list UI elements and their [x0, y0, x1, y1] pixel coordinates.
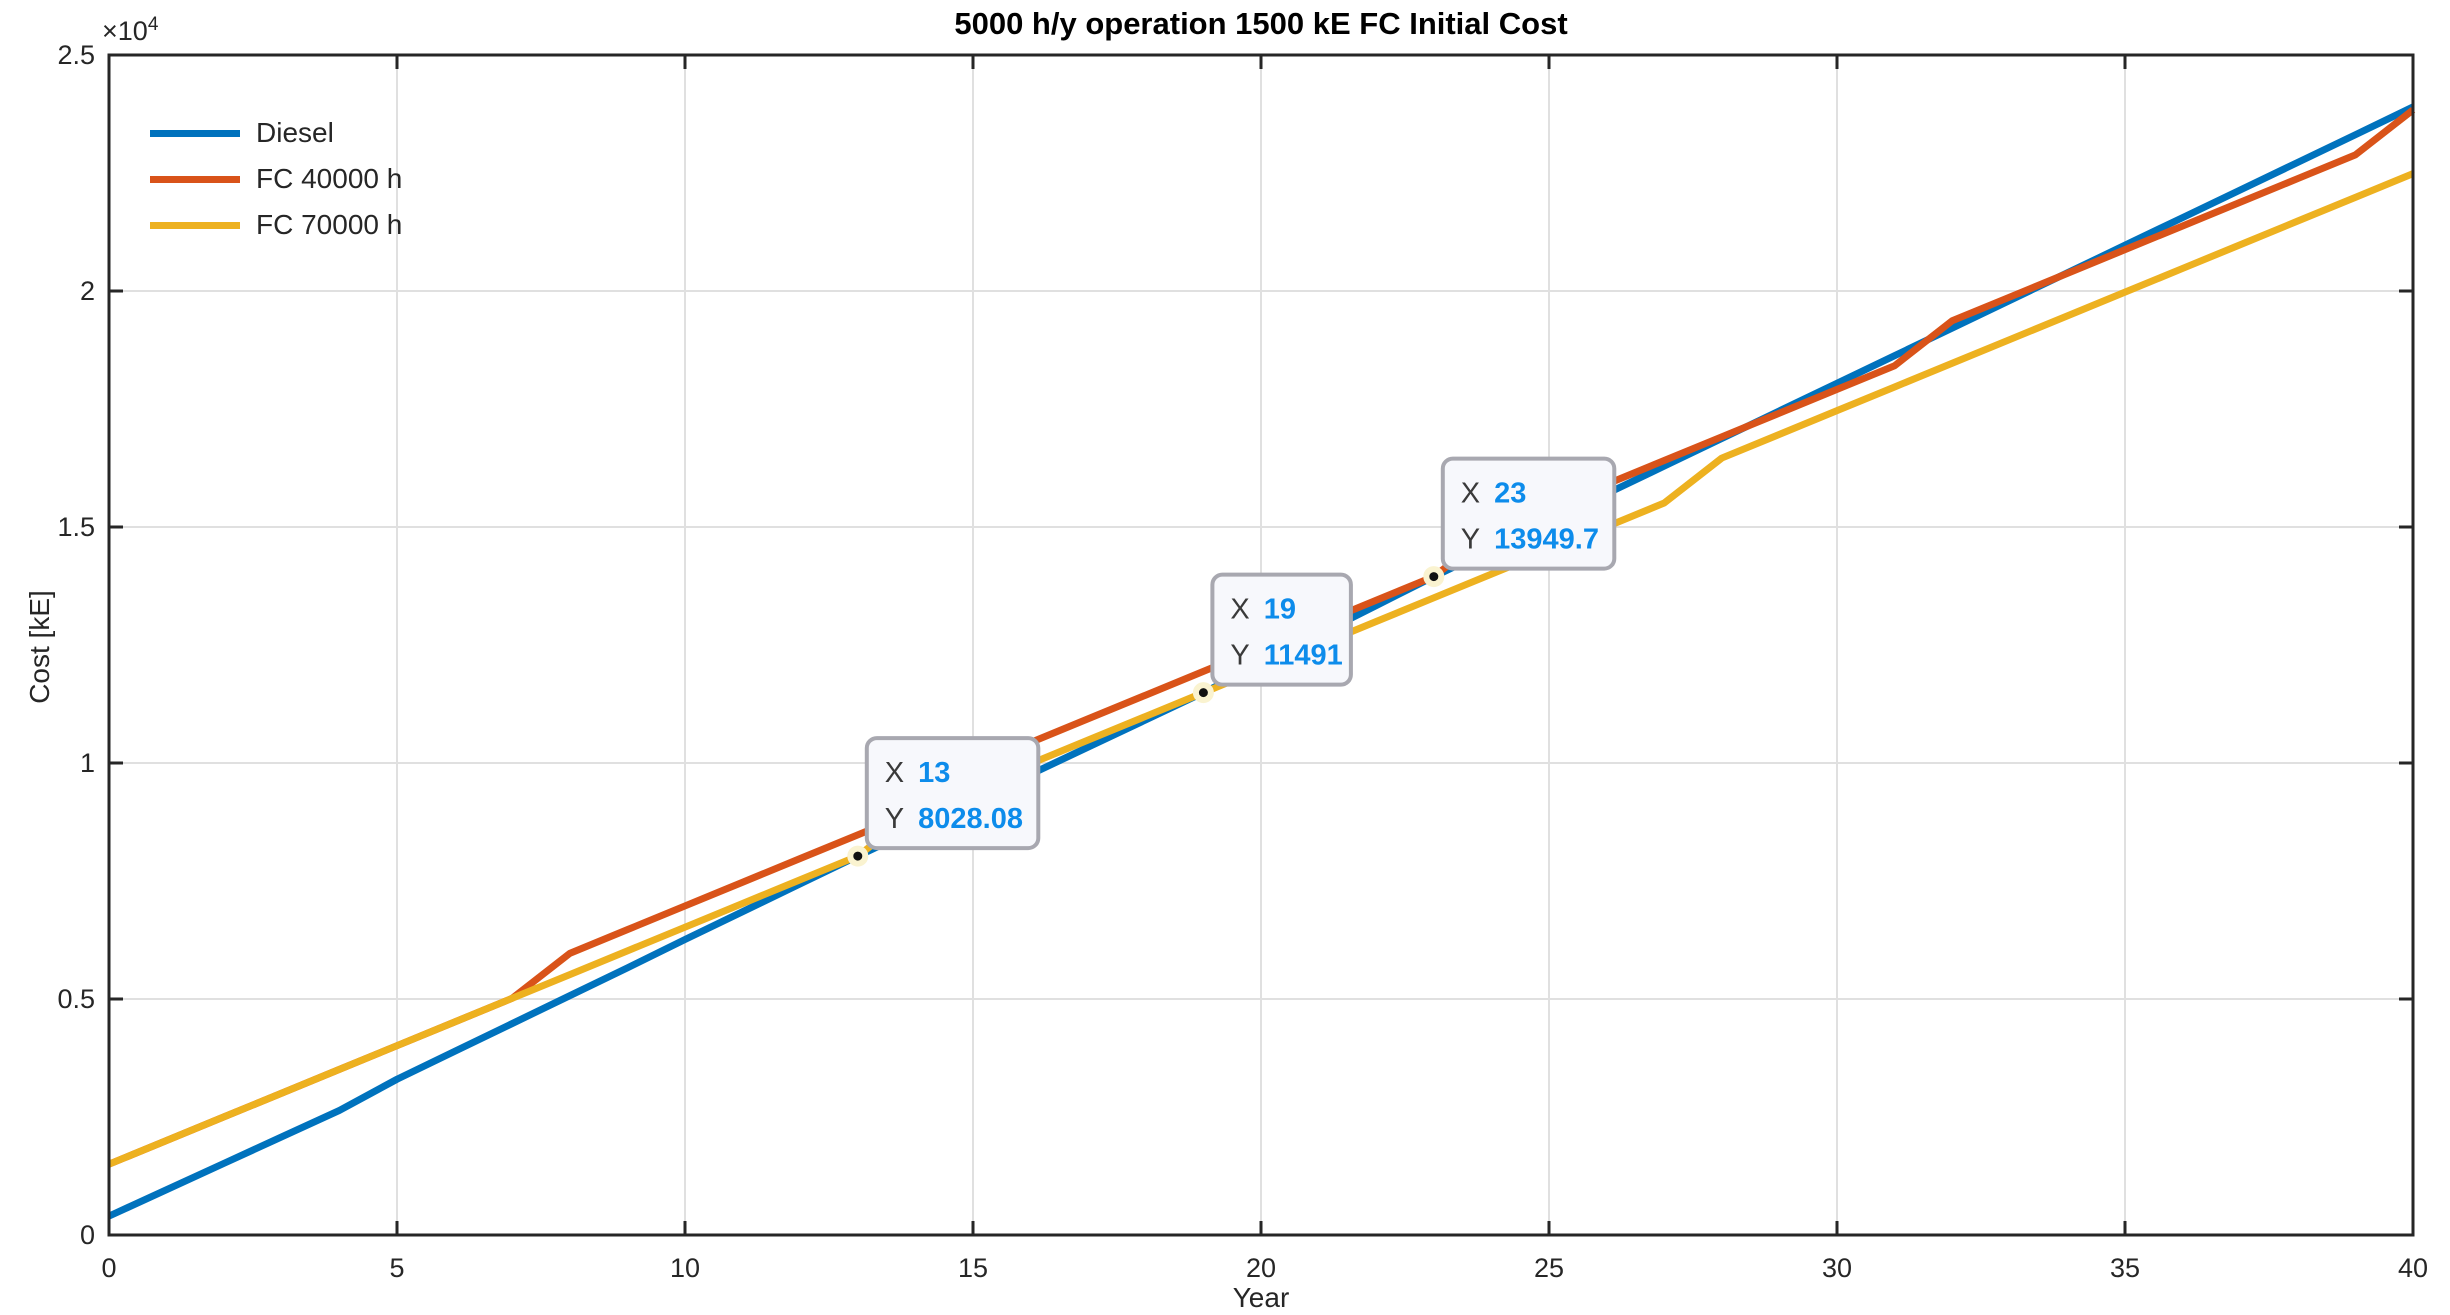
- datatip-box[interactable]: [1440, 456, 1617, 571]
- datatip-marker[interactable]: [1192, 682, 1214, 704]
- y-axis-exponent: ×104: [102, 14, 159, 46]
- legend-item-diesel[interactable]: Diesel: [150, 110, 402, 156]
- x-axis-label: Year: [1232, 1282, 1290, 1313]
- datatip-text: Y 13949.7: [1461, 524, 1599, 556]
- datatip[interactable]: X 19 Y 11491: [1192, 572, 1353, 704]
- x-tick-label: 5: [389, 1253, 404, 1283]
- x-tick-label: 15: [958, 1253, 988, 1283]
- y-axis-label: Cost [kE]: [24, 590, 55, 704]
- legend-label-diesel: Diesel: [256, 117, 334, 148]
- chart-title: 5000 h/y operation 1500 kE FC Initial Co…: [954, 6, 1568, 41]
- datatip-text: Y 11491: [1230, 640, 1342, 672]
- x-tick-label: 0: [101, 1253, 116, 1283]
- datatip-text: X 13: [885, 757, 951, 789]
- datatip-text: X 23: [1461, 478, 1527, 510]
- legend-item-fc-40000-h[interactable]: FC 40000 h: [150, 156, 402, 202]
- legend-swatch-fc-70000-h: [150, 221, 240, 229]
- x-tick-label: 20: [1246, 1253, 1276, 1283]
- datatip-text: X 19: [1230, 594, 1296, 626]
- y-tick-label: 1.5: [57, 512, 95, 542]
- datatip[interactable]: X 13 Y 8028.08: [847, 736, 1041, 867]
- legend-item-fc-70000-h[interactable]: FC 70000 h: [150, 202, 402, 248]
- datatip-marker[interactable]: [1423, 566, 1445, 588]
- y-tick-label: 2.5: [57, 40, 95, 70]
- legend-label-fc-40000-h: FC 40000 h: [256, 163, 403, 194]
- x-tick-label: 40: [2398, 1253, 2428, 1283]
- datatip-box[interactable]: [1210, 572, 1353, 687]
- y-tick-label: 1: [80, 748, 95, 778]
- datatip-box[interactable]: [864, 736, 1041, 851]
- x-tick-label: 30: [1822, 1253, 1852, 1283]
- datatip[interactable]: X 23 Y 13949.7: [1423, 456, 1617, 588]
- datatip-text: Y 8028.08: [885, 803, 1023, 835]
- legend-label-fc-70000-h: FC 70000 h: [256, 209, 403, 240]
- x-tick-label: 35: [2110, 1253, 2140, 1283]
- y-tick-label: 0.5: [57, 984, 95, 1014]
- y-tick-label: 2: [80, 276, 95, 306]
- x-tick-label: 25: [1534, 1253, 1564, 1283]
- y-tick-label: 0: [80, 1220, 95, 1250]
- x-tick-label: 10: [670, 1253, 700, 1283]
- legend-swatch-diesel: [150, 129, 240, 137]
- legend-swatch-fc-40000-h: [150, 175, 240, 183]
- datatip-marker[interactable]: [847, 845, 869, 867]
- legend: Diesel FC 40000 h FC 70000 h: [150, 110, 402, 248]
